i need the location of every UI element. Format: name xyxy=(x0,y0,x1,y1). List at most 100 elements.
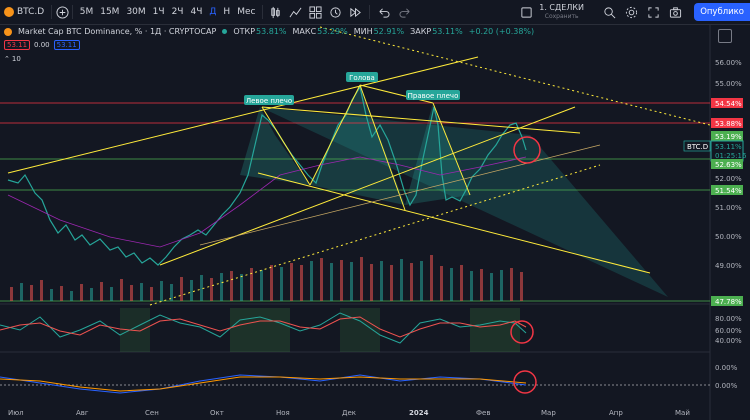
left-shoulder-area xyxy=(240,107,310,185)
chevron-up-icon: ⌃ xyxy=(4,55,10,63)
price-tag-52-63 xyxy=(711,159,743,169)
timeframe-1h[interactable]: 1Ч xyxy=(152,7,165,17)
svg-text:Окт: Окт xyxy=(210,409,224,417)
neckline-top xyxy=(261,106,581,134)
divider xyxy=(368,5,370,19)
price-tag-53-88 xyxy=(711,118,743,128)
close-value: 53.11% xyxy=(432,27,463,36)
svg-text:0.00%: 0.00% xyxy=(715,364,738,372)
change-value: +0.20 (+0.38%) xyxy=(468,27,535,36)
layout-name: 1. СДЕЛКИ xyxy=(539,3,584,12)
svg-text:55.00%: 55.00% xyxy=(715,80,742,88)
svg-text:Левое плечо: Левое плечо xyxy=(246,97,292,105)
timeframe-1d[interactable]: Д xyxy=(209,7,217,17)
camera-icon[interactable] xyxy=(668,5,682,19)
svg-text:BTC.D: BTC.D xyxy=(687,143,708,151)
settings-icon[interactable] xyxy=(624,5,638,19)
price-tag-47-78 xyxy=(711,296,743,306)
time-axis[interactable]: Июл Авг Сен Окт Ноя Дек 2024 Фев Мар Апр… xyxy=(8,409,690,417)
right-shoulder-label[interactable]: Правое плечо xyxy=(406,90,460,100)
shoulder-line xyxy=(261,106,311,186)
open-value: 53.81% xyxy=(256,27,287,36)
redo-icon[interactable] xyxy=(399,5,413,19)
chart-legend: Market Cap BTC Dominance, % · 1Д · CRYPT… xyxy=(4,27,534,36)
low-label: МИН xyxy=(353,27,373,36)
svg-text:Дек: Дек xyxy=(342,409,356,417)
svg-text:Ноя: Ноя xyxy=(276,409,290,417)
indicators-count: 10 xyxy=(11,55,21,63)
svg-text:54.54%: 54.54% xyxy=(715,100,742,108)
svg-text:53.19%: 53.19% xyxy=(715,133,742,141)
dotted-resistance-line xyxy=(319,26,711,126)
timeframe-4h[interactable]: 4Ч xyxy=(190,7,203,17)
svg-text:51.54%: 51.54% xyxy=(715,187,742,195)
svg-text:Май: Май xyxy=(675,409,690,417)
legend-title[interactable]: Market Cap BTC Dominance, % · 1Д · CRYPT… xyxy=(18,27,217,36)
divider xyxy=(72,5,74,19)
svg-text:Голова: Голова xyxy=(349,74,375,82)
search-icon[interactable] xyxy=(602,5,616,19)
svg-text:Правое плечо: Правое плечо xyxy=(408,92,459,100)
timeframe-group: 5M 15M 30M 1Ч 2Ч 4Ч Д Н Мес xyxy=(76,0,259,24)
symbol-search[interactable]: BTC.D xyxy=(0,0,48,24)
templates-icon[interactable] xyxy=(309,5,323,19)
replay-icon[interactable] xyxy=(349,5,363,19)
btc-logo-icon xyxy=(4,7,14,17)
indicators-toggle[interactable]: ⌃ 10 xyxy=(4,55,21,63)
collapse-panel-icon[interactable] xyxy=(718,29,732,43)
timeframe-2h[interactable]: 2Ч xyxy=(171,7,184,17)
svg-text:01:25:16: 01:25:16 xyxy=(715,152,747,160)
dotted-support-line xyxy=(149,164,601,306)
timeframe-1m[interactable]: Мес xyxy=(237,7,256,17)
svg-text:52.63%: 52.63% xyxy=(715,161,742,169)
svg-text:49.00%: 49.00% xyxy=(715,262,742,270)
alert-icon[interactable] xyxy=(329,5,343,19)
svg-text:53.88%: 53.88% xyxy=(715,120,742,128)
svg-text:40.00%: 40.00% xyxy=(715,337,742,345)
timeframe-5m[interactable]: 5M xyxy=(79,7,94,17)
svg-text:52.00%: 52.00% xyxy=(715,175,742,183)
close-label: ЗАКР xyxy=(410,27,432,36)
price-axis[interactable]: 56.00% 55.00% 54.54% 53.88% 53.19% 53.11… xyxy=(710,59,747,390)
upper-channel-line xyxy=(7,56,479,174)
chart-canvas[interactable]: Левое плечо Голова Правое плечо xyxy=(0,25,750,420)
shoulder-line xyxy=(432,102,471,196)
fullscreen-icon[interactable] xyxy=(646,5,660,19)
price-tag-51-54 xyxy=(711,185,743,195)
shoulder-line xyxy=(309,84,361,186)
svg-text:53.11%: 53.11% xyxy=(715,143,742,151)
indicators-icon[interactable] xyxy=(289,5,303,19)
svg-text:60.00%: 60.00% xyxy=(715,327,742,335)
undo-icon[interactable] xyxy=(377,5,391,19)
bid-ask-row: 53.11 0.00 53.11 xyxy=(4,40,80,50)
candles-icon[interactable] xyxy=(269,5,283,19)
timeframe-1w[interactable]: Н xyxy=(223,7,231,17)
layout-icon[interactable] xyxy=(519,5,533,19)
top-toolbar: BTC.D 5M 15M 30M 1Ч 2Ч 4Ч Д Н Мес xyxy=(0,0,750,25)
divider xyxy=(51,5,53,19)
svg-text:56.00%: 56.00% xyxy=(715,59,742,67)
head-label[interactable]: Голова xyxy=(346,72,378,82)
svg-text:2024: 2024 xyxy=(409,409,429,417)
bid-box[interactable]: 53.11 xyxy=(4,40,31,50)
high-value: 53.29% xyxy=(317,27,348,36)
oscillator-pane xyxy=(0,308,534,352)
left-shoulder-label[interactable]: Левое плечо xyxy=(244,95,294,105)
chart-area[interactable]: Левое плечо Голова Правое плечо xyxy=(0,25,750,420)
add-symbol-icon[interactable] xyxy=(55,5,69,19)
divider xyxy=(261,5,263,19)
low-value: 52.91% xyxy=(373,27,405,36)
pattern-target-area xyxy=(260,107,668,297)
svg-text:0.00%: 0.00% xyxy=(715,382,738,390)
svg-text:Мар: Мар xyxy=(541,409,556,417)
layout-name-block[interactable]: 1. СДЕЛКИ Сохранить xyxy=(539,3,584,21)
publish-button[interactable]: Опублико xyxy=(694,3,750,21)
timeframe-15m[interactable]: 15M xyxy=(100,7,120,17)
timeframe-30m[interactable]: 30M xyxy=(126,7,146,17)
svg-text:Июл: Июл xyxy=(8,409,24,417)
head-line xyxy=(359,84,406,211)
svg-text:Авг: Авг xyxy=(76,409,89,417)
price-tag-54-54 xyxy=(711,98,743,108)
ask-box[interactable]: 53.11 xyxy=(53,40,80,50)
svg-text:Сен: Сен xyxy=(145,409,159,417)
